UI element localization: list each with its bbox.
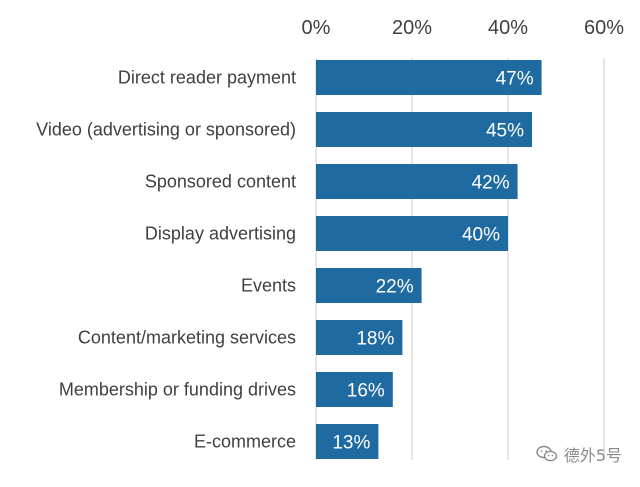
bar — [316, 372, 393, 407]
bar — [316, 268, 422, 303]
bar — [316, 320, 403, 355]
x-tick-label: 60% — [584, 17, 624, 39]
bar — [316, 112, 532, 147]
data-label: 42% — [472, 173, 510, 194]
data-label: 13% — [332, 433, 370, 454]
data-label: 40% — [462, 225, 500, 246]
category-label: Direct reader payment — [118, 68, 296, 88]
wechat-icon — [536, 445, 558, 462]
watermark-text: 德外5号 — [563, 446, 622, 465]
x-tick-label: 40% — [488, 17, 528, 39]
category-label: Display advertising — [145, 224, 296, 244]
watermark: 德外5号 — [536, 442, 622, 466]
category-label: Events — [241, 276, 296, 296]
category-label: Sponsored content — [145, 172, 296, 192]
data-label: 45% — [486, 121, 524, 142]
bar — [316, 424, 379, 459]
data-label: 16% — [347, 381, 385, 402]
bar — [316, 164, 518, 199]
data-label: 22% — [376, 277, 414, 298]
data-labels: 47% 45% 42% 40% 22% 18% 16% 13% — [332, 69, 533, 454]
bars — [316, 60, 542, 459]
bar — [316, 216, 508, 251]
category-label: E-commerce — [194, 432, 296, 452]
category-label: Content/marketing services — [78, 328, 296, 348]
data-label: 18% — [356, 329, 394, 350]
x-tick-label: 0% — [302, 17, 331, 39]
category-labels: Direct reader payment Video (advertising … — [36, 68, 296, 452]
bar — [316, 60, 542, 95]
x-axis-ticks: 0% 20% 40% 60% — [302, 17, 625, 39]
category-label: Membership or funding drives — [59, 380, 296, 400]
category-label: Video (advertising or sponsored) — [36, 120, 296, 140]
x-tick-label: 20% — [392, 17, 432, 39]
data-label: 47% — [496, 69, 534, 90]
